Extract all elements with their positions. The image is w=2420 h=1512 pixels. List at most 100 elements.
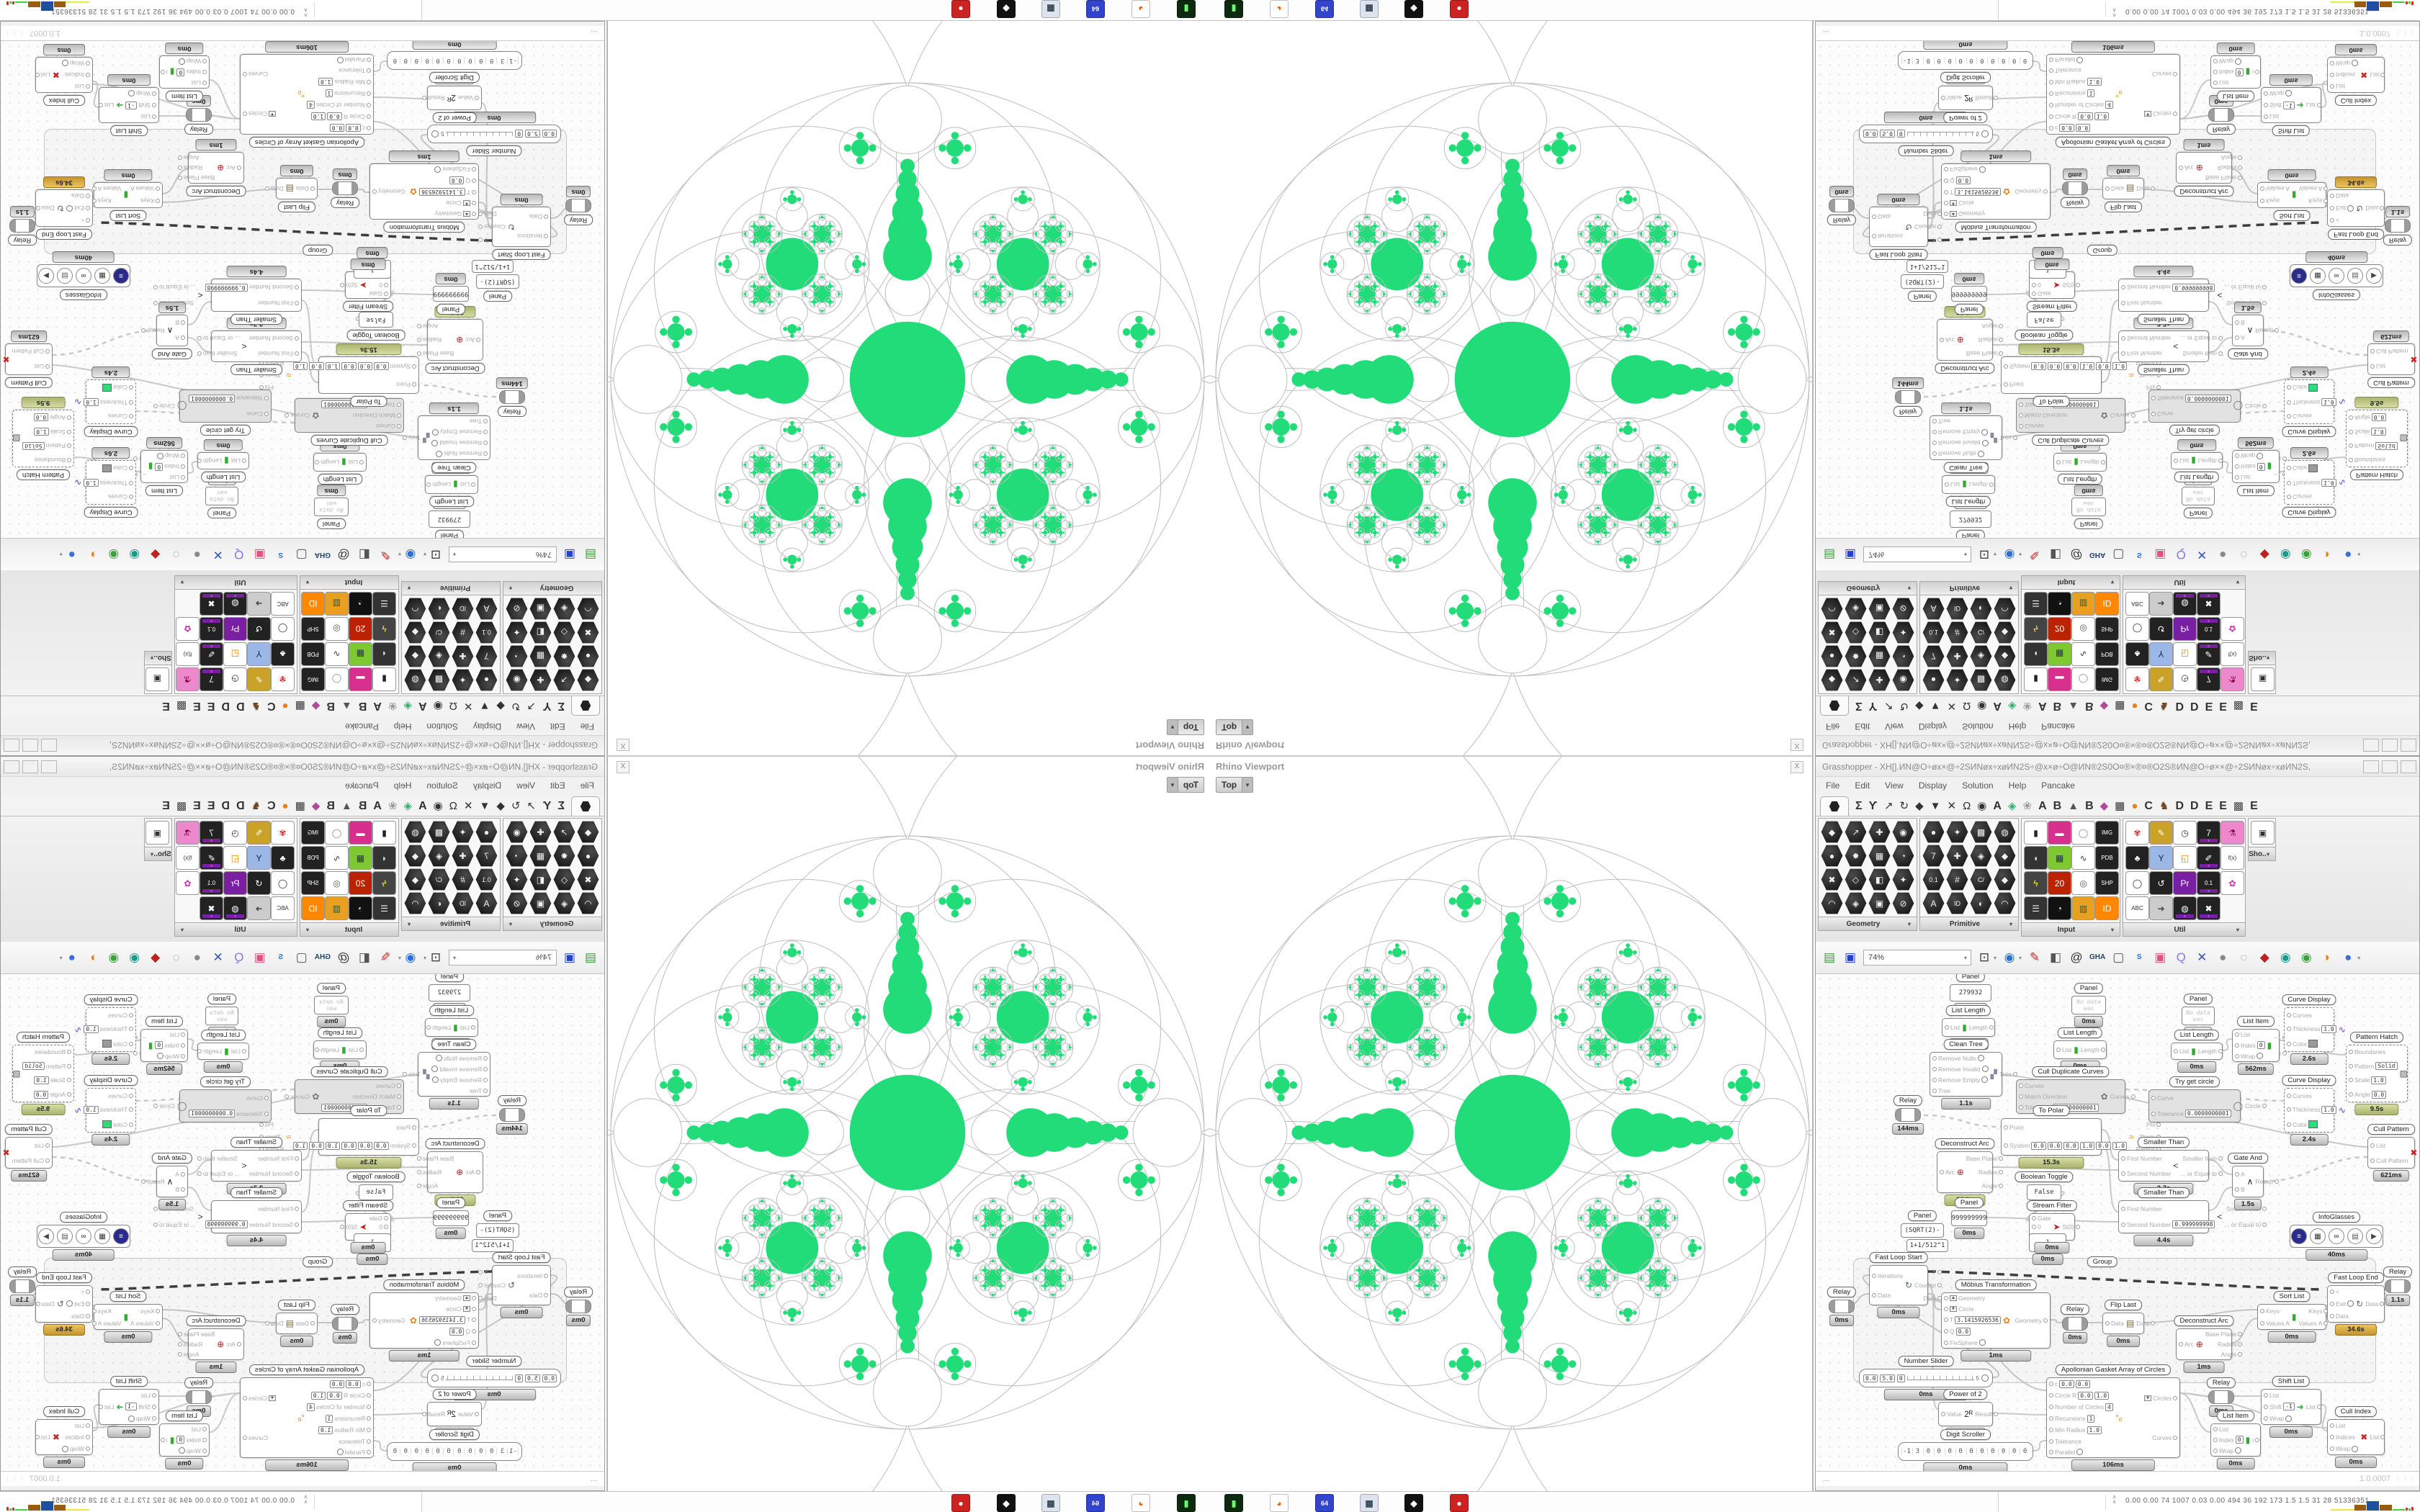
- palette-icon[interactable]: ▮: [2024, 667, 2048, 691]
- node-relay[interactable]: Relay 0ms: [1827, 186, 1857, 225]
- palette-icon[interactable]: ♣: [271, 642, 295, 666]
- node-boolean-toggle[interactable]: Boolean Toggle False: [2015, 1171, 2074, 1200]
- category-tab-18[interactable]: ▦: [295, 700, 305, 712]
- node-flip-last[interactable]: Flip Last Data ▤ Data 0ms: [2102, 165, 2156, 212]
- zoom-level-box[interactable]: 74% ▾: [1863, 950, 1971, 966]
- category-tab-7[interactable]: ✕: [1947, 800, 1957, 812]
- palette-icon[interactable]: ◈: [1845, 598, 1867, 620]
- node-list-item[interactable]: List Item List Index 0 Wrap ▮ i 0ms: [2210, 1410, 2261, 1470]
- toolbar-icon[interactable]: ●: [2344, 950, 2352, 964]
- palette-icon[interactable]: ✦: [1946, 669, 1968, 691]
- palette-icon[interactable]: ABC: [271, 896, 295, 920]
- palette-icon[interactable]: ✸: [553, 845, 575, 867]
- palette-icon[interactable]: ⊘: [506, 598, 528, 620]
- chevron-up-icon[interactable]: ∧ ∧: [2112, 7, 2117, 17]
- category-tab-1[interactable]: Σ: [557, 700, 565, 712]
- palette-icon[interactable]: ▬: [349, 821, 372, 845]
- palette-icon[interactable]: ◈: [553, 892, 575, 914]
- toolbar-icon[interactable]: ◉: [2280, 950, 2291, 964]
- palette-icon[interactable]: ◐: [1970, 892, 1992, 914]
- menu-item-solution[interactable]: Solution: [426, 780, 458, 791]
- category-tab-26[interactable]: ▩: [2233, 800, 2244, 812]
- category-tab-19[interactable]: ●: [282, 700, 289, 712]
- category-tab-8[interactable]: Ω: [1963, 800, 1971, 812]
- node-fast-loop-start[interactable]: Fast Loop Start Iterations Data ↻ > Counter Da…: [1869, 1252, 1942, 1318]
- palette-icon[interactable]: ▬: [2048, 667, 2071, 691]
- palette-icon[interactable]: ▥: [2071, 592, 2095, 616]
- close-icon[interactable]: X: [1791, 761, 1803, 773]
- palette-icon[interactable]: ✸: [1845, 645, 1867, 667]
- palette-icon[interactable]: 7: [475, 845, 498, 867]
- node-pattern-hatch[interactable]: Pattern Hatch Boundaries Pattern Solid Scale…: [12, 397, 74, 480]
- palette-icon[interactable]: ↺: [2149, 871, 2173, 895]
- resize-grip-icon[interactable]: ⋮⋮⋮: [4, 1475, 25, 1482]
- toolbar-icon[interactable]: ✕: [212, 950, 223, 964]
- palette-icon[interactable]: ▩: [1970, 669, 1992, 691]
- palette-icon[interactable]: ◈: [1845, 892, 1867, 914]
- toolbar-icon[interactable]: GHA: [2089, 551, 2106, 559]
- category-tab-24[interactable]: E: [2205, 800, 2213, 812]
- category-tab-13[interactable]: A: [373, 700, 382, 712]
- taskbar-app-icon[interactable]: ◆: [997, 0, 1016, 18]
- category-tab-27[interactable]: E: [162, 700, 170, 712]
- node-list-item[interactable]: List Item List Index 0 Wrap ▮ i 0ms: [159, 42, 210, 102]
- node-to-polar[interactable]: To Polar Point System 0.0 0.0 0.0 1.0 0.0 1.0 ≈ Ph…: [259, 343, 419, 407]
- toolbar-icon[interactable]: ◆: [2259, 950, 2269, 964]
- node-relay[interactable]: Relay 144ms: [1892, 377, 1924, 417]
- node-panel[interactable]: Panel (SQRT(2)-: [476, 1210, 519, 1238]
- palette-icon[interactable]: ☰: [372, 592, 396, 616]
- palette-icon[interactable]: ◯: [2071, 821, 2095, 845]
- palette-icon[interactable]: ✚: [452, 645, 474, 667]
- node-boolean-toggle[interactable]: Boolean Toggle False: [346, 1171, 405, 1200]
- category-tab-18[interactable]: ▦: [295, 800, 305, 812]
- palette-icon[interactable]: ◉: [1892, 821, 1914, 843]
- node-boolean-toggle[interactable]: Boolean Toggle False: [2015, 312, 2074, 341]
- minimize-icon[interactable]: [2363, 760, 2379, 773]
- category-tab-15[interactable]: ▲: [2068, 800, 2079, 812]
- palette-icon[interactable]: ✦: [506, 868, 528, 891]
- node-curve-display[interactable]: Curve Display Curves Thickness 1.0 Color ∿ 2.4…: [74, 1075, 138, 1146]
- node-list-item[interactable]: List Item List Index 0 Wrap ▮ −1 i 562ms: [2232, 1016, 2287, 1075]
- palette-icon[interactable]: ✚: [529, 821, 552, 843]
- palette-icon[interactable]: ID: [2095, 592, 2119, 616]
- node-to-polar[interactable]: To Polar Point System 0.0 0.0 0.0 1.0 0.0 1.0 ≈ Ph…: [2001, 1105, 2161, 1169]
- palette-icon[interactable]: ◯: [271, 871, 295, 895]
- category-tab-4[interactable]: ↻: [511, 800, 521, 812]
- node-infoglasses[interactable]: InfoGlasses ≡ ▦ ∞ ▤ ▶ 40ms: [37, 1212, 130, 1261]
- node-list-item[interactable]: List Item List Index 0 Wrap ▮ −1 i 562ms: [133, 437, 188, 496]
- node-to-polar[interactable]: To Polar Point System 0.0 0.0 0.0 1.0 0.0 1.0 ≈ Ph…: [2001, 343, 2161, 407]
- toolbar-icon[interactable]: ◉: [129, 950, 140, 964]
- node-power-of-2[interactable]: Power of 2Value2ᴿResult0ms: [1938, 73, 1999, 123]
- node-smaller-than[interactable]: Smaller Than First Number Second Number < Sm…: [2118, 318, 2223, 375]
- chevron-down-icon[interactable]: ▾: [59, 551, 63, 558]
- node-cull-duplicate-curves[interactable]: Cull Duplicate Curves Curves Match Directi…: [2016, 398, 2136, 446]
- node-panel[interactable]: Panel 999999999 0ms: [1951, 273, 1987, 315]
- palette-icon[interactable]: ◆: [404, 645, 426, 667]
- palette-icon[interactable]: ⊘: [1892, 598, 1914, 620]
- node-clean-tree[interactable]: Clean Tree Remove Nulls Remove Invalid Remo…: [403, 402, 490, 473]
- palette-icon[interactable]: C/: [1970, 868, 1992, 891]
- maximize-icon[interactable]: [2382, 739, 2398, 752]
- node-panel[interactable]: Panel2799320ms: [429, 498, 470, 538]
- palette-icon[interactable]: ϟ: [2024, 871, 2048, 895]
- chevron-down-icon[interactable]: ▾: [1994, 551, 1997, 558]
- category-tab-11[interactable]: ◈: [2007, 700, 2017, 712]
- toolbar-icon[interactable]: ▤: [584, 950, 597, 964]
- palette-icon[interactable]: ▦: [349, 642, 372, 666]
- node-apollonian-gasket-array-of-circles[interactable]: Apollonian Gasket Array of Circles c 0.0 0.…: [2046, 41, 2180, 148]
- palette-icon[interactable]: ✖: [1821, 621, 1843, 644]
- palette-icon[interactable]: ◆: [577, 669, 599, 691]
- palette-icon[interactable]: ◯: [271, 617, 295, 641]
- palette-icon[interactable]: ◇: [1845, 868, 1867, 891]
- menu-item-display[interactable]: Display: [472, 780, 502, 791]
- node-cull-index[interactable]: Cull Index List Indices Wrap ✖ List 0ms: [2327, 1406, 2385, 1468]
- toolbar-icon[interactable]: Q: [234, 950, 244, 964]
- palette-icon[interactable]: IMG: [301, 667, 325, 691]
- category-tab-8[interactable]: Ω: [449, 800, 457, 812]
- node-panel[interactable]: Panel (SQRT(2)-: [476, 274, 519, 302]
- node-curve-display[interactable]: Curve Display Curves Thickness 1.0 Color ∿ 2.4…: [2282, 1075, 2346, 1146]
- palette-icon[interactable]: SHP: [301, 617, 325, 641]
- palette-icon[interactable]: C/: [428, 621, 450, 644]
